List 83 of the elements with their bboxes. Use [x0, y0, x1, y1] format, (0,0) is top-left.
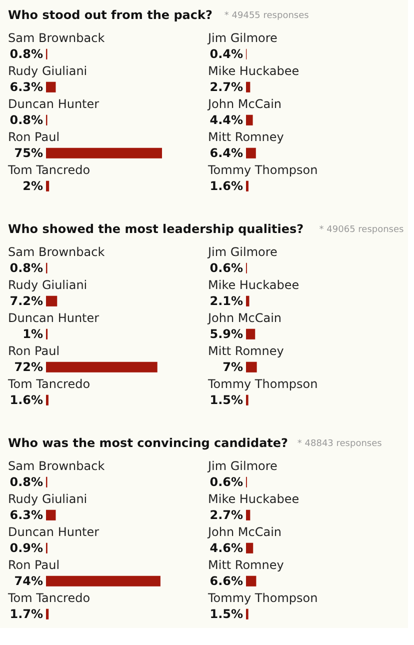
bar [46, 510, 56, 520]
data-label: 2.7% [210, 508, 243, 522]
bar [246, 148, 256, 158]
data-label: 0.8% [10, 47, 43, 62]
bar [246, 328, 256, 340]
y-tick-label: Mike Huckabee [208, 492, 300, 506]
data-label: 72% [14, 360, 43, 374]
y-tick-label: John McCain [207, 525, 282, 539]
data-label: 1.5% [210, 393, 243, 408]
data-label: 2.1% [210, 294, 243, 308]
data-label: 1.6% [210, 179, 243, 194]
chart-title: Who stood out from the pack? [8, 8, 212, 22]
bar [246, 114, 253, 126]
data-label: 4.6% [210, 541, 243, 556]
data-label: 0.9% [10, 541, 43, 556]
y-tick-label: Tom Tancredo [7, 591, 90, 605]
y-tick-label: Tom Tancredo [7, 163, 90, 177]
y-tick-label: Duncan Hunter [8, 97, 100, 111]
y-tick-label: Jim Gilmore [207, 31, 278, 45]
y-tick-label: Tommy Thompson [207, 377, 318, 391]
data-label: 1.7% [10, 607, 43, 622]
data-label: 2.7% [210, 80, 243, 94]
data-label: 0.4% [210, 47, 243, 62]
bar [46, 180, 50, 192]
data-label: 75% [14, 146, 43, 160]
data-label: 74% [14, 574, 43, 588]
bar [246, 576, 256, 586]
bar [246, 296, 250, 306]
bar [46, 148, 162, 158]
y-tick-label: Tom Tancredo [7, 377, 90, 391]
text: * 48843 responses [297, 439, 382, 449]
y-tick-label: Ron Paul [8, 130, 60, 144]
data-label: 1.5% [210, 607, 243, 622]
y-tick-label: Rudy Giuliani [8, 278, 88, 292]
data-label: 2% [22, 179, 43, 194]
y-tick-label: Mitt Romney [208, 558, 284, 572]
y-tick-label: Duncan Hunter [8, 311, 100, 325]
bar [246, 542, 254, 554]
text: * 49065 responses [319, 225, 404, 235]
y-tick-label: Ron Paul [8, 558, 60, 572]
data-label: 5.9% [210, 327, 243, 342]
data-label: 0.8% [10, 113, 43, 128]
data-label: 1.6% [10, 393, 43, 408]
y-tick-label: Mike Huckabee [208, 64, 300, 78]
bar [246, 362, 257, 372]
y-tick-label: Rudy Giuliani [8, 64, 88, 78]
bar [246, 510, 250, 520]
bar [46, 608, 49, 620]
y-tick-label: Jim Gilmore [207, 459, 278, 473]
y-tick-label: Mitt Romney [208, 344, 284, 358]
data-label: 6.3% [10, 80, 43, 94]
y-tick-label: Tommy Thompson [207, 163, 318, 177]
data-label: 6.6% [210, 574, 243, 588]
bar [46, 576, 160, 586]
chart-title: Who showed the most leadership qualities? [8, 222, 304, 236]
data-label: 4.4% [210, 113, 243, 128]
text: * 49455 responses [224, 11, 310, 21]
data-label: 0.8% [10, 475, 43, 490]
y-tick-label: John McCain [207, 97, 282, 111]
bar [46, 82, 56, 92]
y-tick-label: Jim Gilmore [207, 245, 278, 259]
y-tick-label: Mitt Romney [208, 130, 284, 144]
y-tick-label: Sam Brownback [8, 245, 105, 259]
y-tick-label: Sam Brownback [8, 31, 105, 45]
y-tick-label: Rudy Giuliani [8, 492, 88, 506]
y-tick-label: Duncan Hunter [8, 525, 100, 539]
data-label: 0.8% [10, 261, 43, 276]
bar [246, 82, 250, 92]
data-label: 1% [22, 327, 43, 342]
data-label: 0.6% [210, 261, 243, 276]
chart-title: Who was the most convincing candidate? [8, 436, 288, 450]
data-label: 7% [222, 360, 243, 374]
data-label: 7.2% [10, 294, 43, 308]
y-tick-label: Tommy Thompson [207, 591, 318, 605]
data-label: 0.6% [210, 475, 243, 490]
y-tick-label: John McCain [207, 311, 282, 325]
bar [46, 296, 58, 306]
data-label: 6.4% [210, 146, 243, 160]
y-tick-label: Ron Paul [8, 344, 60, 358]
bar [46, 362, 158, 372]
y-tick-label: Sam Brownback [8, 459, 105, 473]
data-label: 6.3% [10, 508, 43, 522]
y-tick-label: Mike Huckabee [208, 278, 300, 292]
